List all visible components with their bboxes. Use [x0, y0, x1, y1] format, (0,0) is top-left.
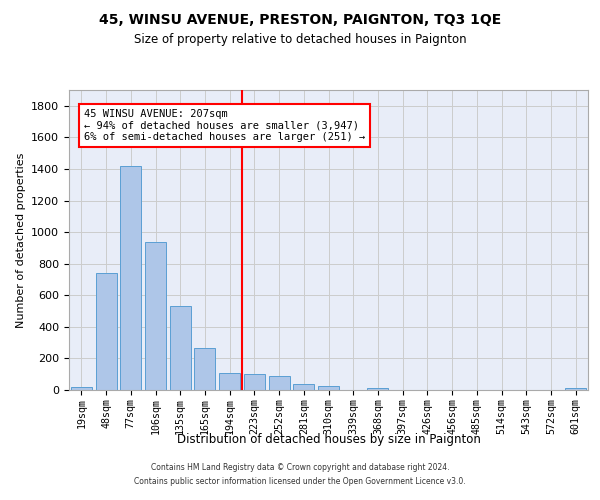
Bar [244, 374, 265, 390]
Text: Contains HM Land Registry data © Crown copyright and database right 2024.: Contains HM Land Registry data © Crown c… [151, 462, 449, 471]
Bar [145, 242, 166, 390]
Bar [194, 348, 215, 390]
Bar [170, 306, 191, 390]
Text: 45 WINSU AVENUE: 207sqm
← 94% of detached houses are smaller (3,947)
6% of semi-: 45 WINSU AVENUE: 207sqm ← 94% of detache… [84, 109, 365, 142]
Text: Size of property relative to detached houses in Paignton: Size of property relative to detached ho… [134, 32, 466, 46]
Bar [120, 166, 141, 390]
Bar [71, 386, 92, 390]
Bar [318, 386, 339, 390]
Bar [95, 273, 116, 390]
Bar [219, 374, 240, 390]
Text: 45, WINSU AVENUE, PRESTON, PAIGNTON, TQ3 1QE: 45, WINSU AVENUE, PRESTON, PAIGNTON, TQ3… [99, 12, 501, 26]
Bar [293, 384, 314, 390]
Y-axis label: Number of detached properties: Number of detached properties [16, 152, 26, 328]
Bar [565, 388, 586, 390]
Text: Contains public sector information licensed under the Open Government Licence v3: Contains public sector information licen… [134, 478, 466, 486]
Text: Distribution of detached houses by size in Paignton: Distribution of detached houses by size … [177, 432, 481, 446]
Bar [367, 388, 388, 390]
Bar [269, 376, 290, 390]
